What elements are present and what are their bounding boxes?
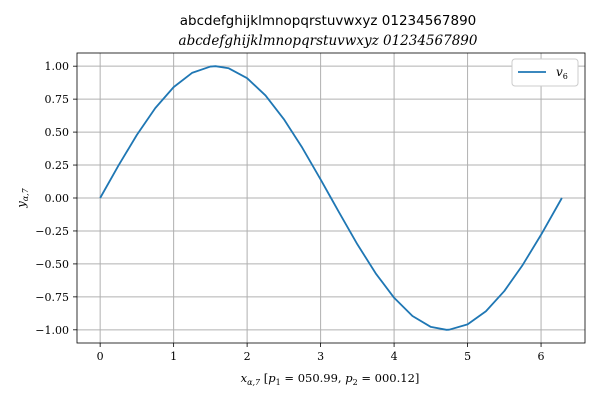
grid-layer bbox=[77, 53, 585, 343]
y-tick-label: 0.50 bbox=[45, 126, 70, 139]
x-tick-label: 4 bbox=[391, 350, 398, 363]
y-tick-label: −1.00 bbox=[35, 324, 69, 337]
y-tick-label: −0.25 bbox=[35, 225, 69, 238]
tick-layer: 0 1 2 3 4 5 6 1.00 0.75 0.50 0.25 0.00 −0.25 −0.50 −0.… bbox=[35, 60, 544, 363]
y-tick-label: −0.75 bbox=[35, 291, 69, 304]
x-axis-label: xα,7 [p1 = 050.99, p2 = 000.12] bbox=[241, 371, 420, 387]
y-tick-label: 0.00 bbox=[45, 192, 70, 205]
chart-title: abcdefghijklmnopqrstuvwxyz 01234567890 bbox=[180, 13, 477, 29]
series-layer bbox=[99, 65, 563, 331]
y-tick-label: 0.25 bbox=[45, 159, 70, 172]
y-axis-label: yα,7 bbox=[14, 187, 30, 208]
y-tick-label: −0.50 bbox=[35, 258, 69, 271]
y-tick-label: 0.75 bbox=[45, 93, 70, 106]
x-tick-label: 2 bbox=[244, 350, 251, 363]
chart-subtitle: abcdefghijklmnopqrstuvwxyz 01234567890 bbox=[179, 33, 478, 49]
x-tick-label: 3 bbox=[317, 350, 324, 363]
series-line-v6 bbox=[99, 65, 563, 331]
y-tick-label: 1.00 bbox=[45, 60, 70, 73]
x-tick-label: 0 bbox=[97, 350, 104, 363]
x-tick-label: 6 bbox=[538, 350, 545, 363]
legend: v6 bbox=[511, 58, 579, 87]
legend-label-v6: v6 bbox=[556, 65, 568, 81]
x-tick-label: 1 bbox=[170, 350, 177, 363]
x-tick-label: 5 bbox=[464, 350, 471, 363]
